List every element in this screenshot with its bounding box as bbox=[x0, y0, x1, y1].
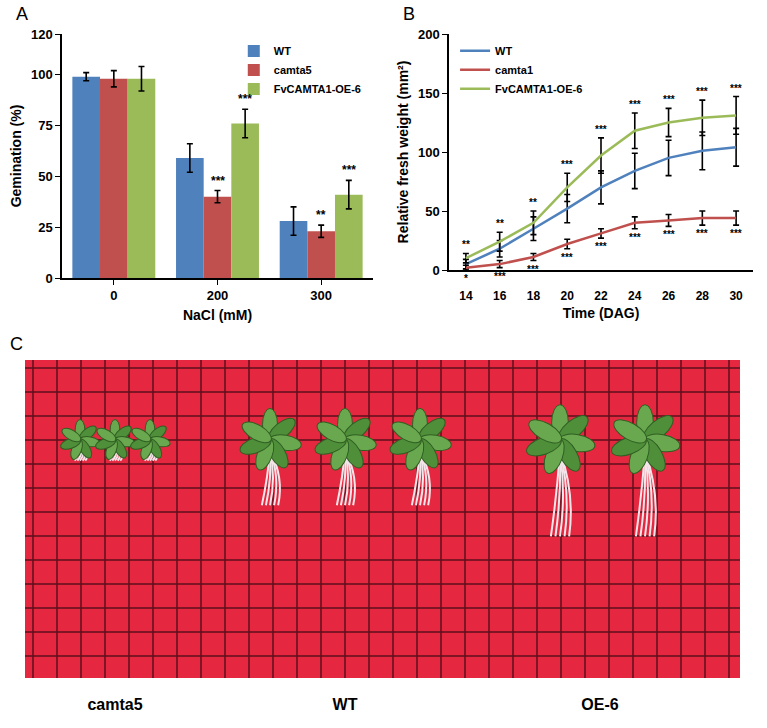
svg-text:0: 0 bbox=[110, 288, 117, 303]
svg-text:WT: WT bbox=[495, 45, 512, 57]
svg-text:***: *** bbox=[663, 229, 675, 240]
svg-text:***: *** bbox=[696, 86, 708, 97]
svg-text:***: *** bbox=[595, 241, 607, 252]
svg-text:75: 75 bbox=[38, 118, 52, 133]
svg-text:***: *** bbox=[494, 271, 506, 282]
svg-text:***: *** bbox=[730, 228, 742, 239]
svg-text:***: *** bbox=[730, 83, 742, 94]
svg-text:***: *** bbox=[561, 159, 573, 170]
svg-text:WT: WT bbox=[333, 696, 358, 713]
svg-text:**: ** bbox=[462, 239, 470, 250]
svg-text:***: *** bbox=[561, 252, 573, 263]
svg-text:FvCAMTA1-OE-6: FvCAMTA1-OE-6 bbox=[274, 83, 361, 95]
svg-text:20: 20 bbox=[561, 289, 575, 303]
svg-text:26: 26 bbox=[662, 289, 676, 303]
svg-text:B: B bbox=[403, 4, 415, 24]
svg-text:150: 150 bbox=[418, 86, 440, 101]
svg-text:100: 100 bbox=[31, 67, 53, 82]
svg-text:***: *** bbox=[527, 264, 539, 275]
svg-text:FvCAMTA1-OE-6: FvCAMTA1-OE-6 bbox=[495, 83, 582, 95]
svg-text:WT: WT bbox=[274, 45, 291, 57]
svg-text:camta5: camta5 bbox=[274, 64, 312, 76]
svg-text:***: *** bbox=[696, 228, 708, 239]
svg-text:*: * bbox=[464, 273, 468, 284]
svg-text:***: *** bbox=[238, 92, 252, 106]
svg-text:200: 200 bbox=[418, 27, 440, 42]
svg-text:16: 16 bbox=[493, 289, 507, 303]
svg-text:**: ** bbox=[316, 208, 326, 222]
svg-text:NaCl (mM): NaCl (mM) bbox=[183, 307, 252, 323]
svg-text:***: *** bbox=[595, 124, 607, 135]
svg-text:14: 14 bbox=[459, 289, 473, 303]
svg-text:camta1: camta1 bbox=[495, 64, 533, 76]
svg-text:Time (DAG): Time (DAG) bbox=[563, 305, 640, 321]
svg-text:120: 120 bbox=[31, 27, 53, 42]
svg-text:0: 0 bbox=[432, 263, 439, 278]
svg-text:A: A bbox=[16, 4, 28, 24]
svg-text:C: C bbox=[10, 334, 23, 354]
svg-text:**: ** bbox=[496, 218, 504, 229]
svg-text:200: 200 bbox=[207, 288, 229, 303]
svg-text:***: *** bbox=[342, 163, 356, 177]
svg-text:50: 50 bbox=[38, 169, 52, 184]
svg-text:Relative fresh weight (mm²): Relative fresh weight (mm²) bbox=[395, 61, 411, 244]
svg-text:camta5: camta5 bbox=[87, 696, 142, 713]
svg-text:OE-6: OE-6 bbox=[581, 696, 618, 713]
svg-text:300: 300 bbox=[310, 288, 332, 303]
svg-text:0: 0 bbox=[45, 271, 52, 286]
svg-text:28: 28 bbox=[696, 289, 710, 303]
svg-text:***: *** bbox=[663, 94, 675, 105]
svg-text:30: 30 bbox=[729, 289, 743, 303]
svg-text:***: *** bbox=[629, 232, 641, 243]
svg-text:22: 22 bbox=[594, 289, 608, 303]
svg-text:25: 25 bbox=[38, 220, 52, 235]
svg-text:***: *** bbox=[629, 99, 641, 110]
svg-text:**: ** bbox=[529, 197, 537, 208]
svg-text:Gemination (%): Gemination (%) bbox=[8, 105, 24, 208]
svg-text:100: 100 bbox=[418, 145, 440, 160]
svg-text:24: 24 bbox=[628, 289, 642, 303]
svg-text:18: 18 bbox=[527, 289, 541, 303]
svg-text:50: 50 bbox=[425, 204, 439, 219]
svg-text:***: *** bbox=[211, 174, 225, 188]
